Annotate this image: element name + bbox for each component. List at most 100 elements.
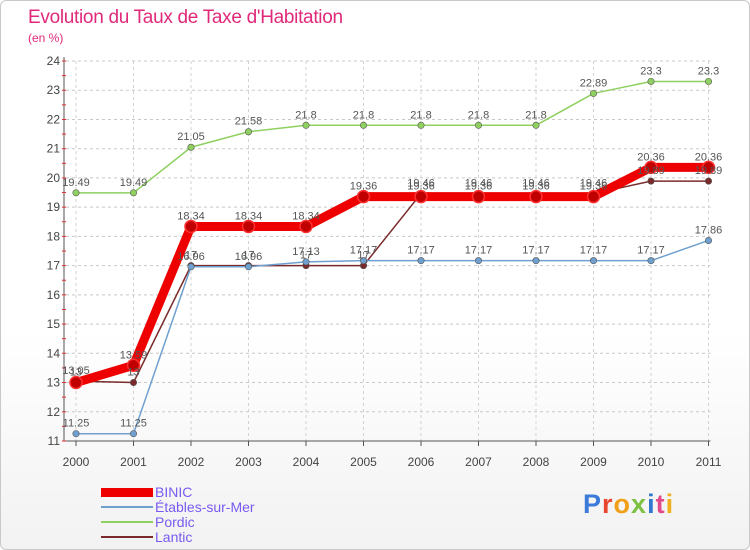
- data-label: 19.36: [465, 181, 493, 193]
- data-label: 23.3: [640, 65, 661, 77]
- data-point: [532, 257, 540, 265]
- data-label: 19.46: [465, 178, 493, 190]
- data-label: 19.36: [580, 181, 608, 193]
- data-point: [417, 121, 425, 129]
- legend-swatch: [101, 521, 153, 523]
- proxiti-logo: Proxiti: [583, 489, 674, 520]
- data-point: [474, 121, 482, 129]
- legend-label: Pordic: [155, 514, 195, 530]
- x-tick-label: 2005: [350, 455, 377, 469]
- data-point: [704, 177, 712, 185]
- y-tick-label: 12: [47, 405, 61, 419]
- y-tick-label: 23: [47, 83, 61, 97]
- y-tick-label: 13: [47, 376, 61, 390]
- legend-label: Lantic: [155, 529, 193, 545]
- data-label: 21.8: [468, 109, 489, 121]
- y-tick-label: 24: [47, 54, 61, 68]
- x-tick-label: 2009: [580, 455, 607, 469]
- data-point: [417, 257, 425, 265]
- data-point: [184, 219, 198, 234]
- y-tick-label: 15: [47, 317, 61, 331]
- data-label: 17.17: [522, 245, 550, 257]
- data-label: 19.89: [695, 165, 723, 177]
- x-tick-label: 2007: [465, 455, 492, 469]
- data-point: [414, 189, 428, 204]
- data-label: 19.36: [522, 181, 550, 193]
- data-point: [704, 77, 712, 85]
- data-point: [72, 430, 80, 438]
- data-label: 19.49: [62, 177, 90, 189]
- data-point: [245, 128, 253, 136]
- data-label: 17.17: [465, 245, 493, 257]
- data-point: [701, 160, 716, 175]
- y-tick-label: 17: [47, 259, 61, 273]
- data-label: 17: [357, 250, 369, 262]
- legend-swatch: [101, 506, 153, 508]
- logo-letter: i: [647, 489, 656, 519]
- data-label: 19.49: [120, 177, 148, 189]
- data-label: 13: [127, 367, 139, 379]
- data-label: 18.34: [177, 210, 205, 222]
- x-tick-label: 2008: [523, 455, 550, 469]
- data-point: [302, 121, 310, 129]
- data-point: [187, 263, 195, 271]
- y-tick-label: 18: [47, 229, 61, 243]
- x-tick-label: 2006: [408, 455, 435, 469]
- data-label: 20.36: [695, 151, 723, 163]
- data-point: [69, 375, 83, 390]
- data-point: [532, 121, 540, 129]
- y-tick-label: 20: [47, 171, 61, 185]
- data-point: [187, 143, 195, 151]
- data-point: [471, 189, 486, 204]
- x-tick-label: 2001: [120, 455, 147, 469]
- data-label: 17.17: [350, 245, 378, 257]
- data-label: 22.89: [580, 77, 608, 89]
- data-label: 23.3: [698, 65, 719, 77]
- data-label: 19.46: [522, 178, 550, 190]
- logo-letter: r: [602, 489, 614, 519]
- data-point: [245, 263, 253, 271]
- data-label: 19.36: [407, 181, 435, 193]
- data-point: [647, 177, 655, 185]
- data-point: [241, 219, 256, 234]
- logo-letter: o: [613, 489, 632, 519]
- data-label: 17.17: [637, 245, 665, 257]
- data-label: 17: [242, 250, 254, 262]
- data-point: [586, 189, 601, 204]
- data-point: [126, 358, 141, 373]
- data-point: [359, 121, 367, 129]
- data-label: 21.05: [177, 131, 205, 143]
- y-tick-label: 19: [47, 200, 61, 214]
- series-line-pordic: [76, 80, 709, 194]
- data-point: [529, 189, 543, 204]
- legend-label: BINIC: [155, 484, 193, 500]
- y-tick-label: 14: [47, 346, 61, 360]
- data-label: 19.89: [637, 165, 665, 177]
- data-point: [130, 189, 138, 197]
- logo-letter: t: [655, 489, 666, 519]
- data-point: [647, 77, 655, 85]
- data-point: [130, 379, 138, 387]
- data-point: [72, 189, 80, 197]
- y-tick-label: 22: [47, 112, 61, 126]
- x-tick-label: 2010: [638, 455, 665, 469]
- data-label: 21.8: [353, 109, 374, 121]
- data-label: 17: [185, 250, 197, 262]
- data-label: 21.58: [235, 116, 263, 128]
- data-label: 17: [300, 250, 312, 262]
- legend-swatch: [101, 536, 153, 538]
- logo-letter: x: [631, 489, 648, 519]
- data-label: 17.86: [695, 224, 723, 236]
- data-label: 17.17: [407, 245, 435, 257]
- data-label: 11.25: [63, 418, 90, 430]
- data-label: 18.34: [292, 210, 320, 222]
- data-label: 17.17: [580, 245, 608, 257]
- x-tick-label: 2002: [178, 455, 205, 469]
- x-tick-label: 2011: [696, 455, 722, 469]
- y-tick-label: 21: [47, 142, 61, 156]
- y-tick-label: 16: [47, 288, 61, 302]
- data-label: 17.13: [292, 246, 320, 258]
- data-label: 21.8: [410, 109, 431, 121]
- data-point: [302, 258, 310, 266]
